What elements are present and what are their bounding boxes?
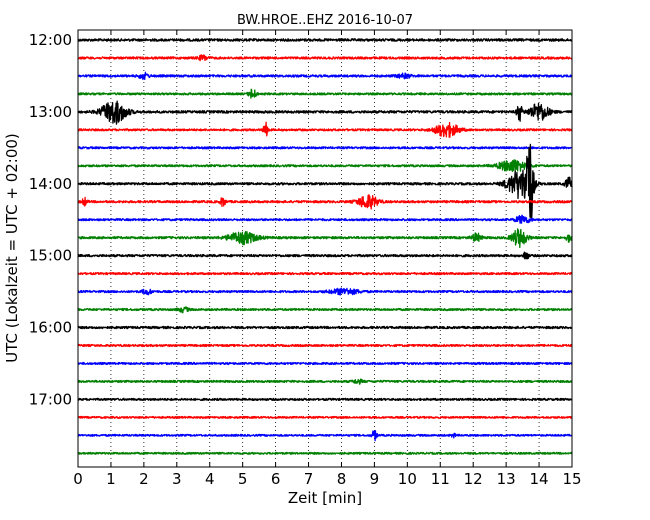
trace-line: [77, 121, 573, 138]
trace-line: [77, 397, 573, 402]
x-tick-label: 13: [497, 470, 516, 488]
plot-area-frame: [77, 29, 573, 468]
y-tick-label: 13:00: [29, 103, 72, 121]
x-tick-label: 2: [139, 470, 149, 488]
x-tick-label: 1: [106, 470, 116, 488]
trace-line: [77, 343, 573, 348]
trace-line: [77, 287, 573, 296]
trace-line: [77, 306, 573, 314]
x-tick-label: 3: [172, 470, 182, 488]
x-tick-label: 10: [398, 470, 417, 488]
trace-line: [77, 430, 573, 442]
trace-line: [77, 88, 573, 99]
trace-line: [77, 214, 573, 224]
trace-line: [77, 251, 573, 260]
x-tick-label: 15: [562, 470, 581, 488]
x-tick-label: 9: [370, 470, 380, 488]
x-tick-label: 5: [238, 470, 248, 488]
x-axis: 0 1 2 3 4 5 6 7 8 9 10 11 12 13 14 15: [73, 30, 582, 488]
y-tick-label: 16:00: [29, 319, 72, 337]
trace-line: [77, 325, 573, 330]
trace-line: [77, 415, 573, 419]
trace-line: [77, 228, 573, 249]
trace-line: [77, 159, 573, 173]
x-tick-label: 4: [205, 470, 215, 488]
trace-line: [77, 38, 573, 42]
x-axis-title: Zeit [min]: [288, 489, 362, 507]
trace-line: [77, 451, 573, 455]
y-tick-label: 12:00: [29, 31, 72, 49]
x-tick-label: 6: [271, 470, 281, 488]
x-tick-label: 8: [337, 470, 347, 488]
vertical-grid-lines: [110, 30, 540, 467]
trace-line: [77, 378, 573, 385]
x-tick-label: 0: [73, 470, 83, 488]
trace-line: [77, 100, 573, 125]
trace-group: [77, 38, 573, 455]
trace-line: [77, 271, 573, 276]
trace-line: [77, 146, 573, 150]
trace-line: [77, 194, 573, 210]
y-axis: 12:00 13:00 14:00 15:00 16:00 17:00: [29, 31, 572, 408]
trace-line: [77, 361, 573, 366]
x-tick-label: 11: [431, 470, 450, 488]
trace-line: [77, 143, 573, 219]
x-tick-label: 12: [464, 470, 483, 488]
x-tick-label: 7: [304, 470, 314, 488]
y-tick-label: 14:00: [29, 175, 72, 193]
y-tick-label: 15:00: [29, 247, 72, 265]
y-axis-title: UTC (Lokalzeit = UTC + 02:00): [3, 133, 21, 363]
chart-title: BW.HROE..EHZ 2016-10-07: [237, 13, 413, 28]
x-tick-label: 14: [530, 470, 549, 488]
trace-line: [77, 71, 573, 81]
trace-line: [77, 54, 573, 62]
y-tick-label: 17:00: [29, 390, 72, 408]
